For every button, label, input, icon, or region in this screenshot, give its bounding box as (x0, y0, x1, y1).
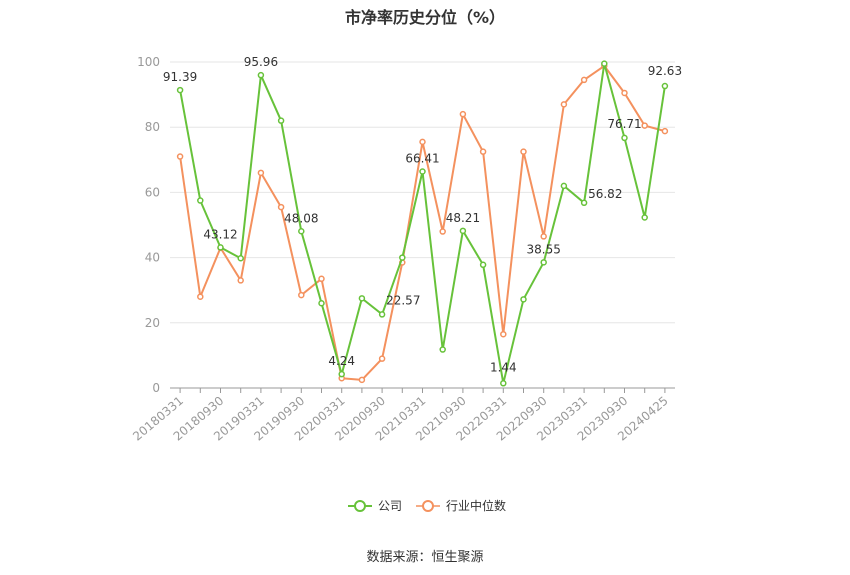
data-label: 48.21 (446, 211, 480, 225)
data-point (520, 296, 527, 303)
data-point (479, 148, 487, 155)
y-tick-label: 20 (145, 316, 160, 330)
data-label-layer: 91.39 43.12 95.96 48.08 4.24 22.57 66.41 48.21 1… (163, 55, 682, 374)
data-point (439, 228, 446, 235)
data-point (318, 275, 325, 283)
data-label: 22.57 (386, 293, 420, 307)
data-point (439, 346, 446, 353)
data-point (197, 197, 204, 204)
data-point (580, 199, 588, 207)
data-point (176, 153, 184, 160)
data-point (358, 376, 366, 384)
legend-label: 行业中位数 (446, 498, 506, 513)
data-point (621, 134, 628, 142)
data-label: 38.55 (527, 242, 561, 256)
legend-item-industry-median: 行业中位数 (416, 498, 506, 513)
series-layer (176, 60, 669, 387)
data-point (641, 122, 648, 129)
data-point (217, 244, 224, 251)
data-point (459, 227, 467, 235)
legend-swatch-marker (354, 500, 366, 512)
axis-layer: 0204060801002018033120180930201903312019… (130, 55, 675, 444)
data-point (419, 138, 426, 146)
data-point (237, 277, 244, 284)
series-line-industry-median (179, 64, 666, 381)
data-point (661, 127, 669, 135)
data-point (378, 311, 386, 318)
y-tick-label: 80 (145, 120, 160, 134)
data-point (580, 76, 588, 84)
legend-swatch-marker (422, 500, 434, 512)
data-point (358, 295, 366, 302)
data-point (298, 228, 305, 235)
data-label: 1.44 (490, 360, 517, 374)
y-tick-label: 0 (152, 381, 160, 395)
data-source-note: 数据来源：恒生聚源 (366, 550, 484, 565)
data-point (520, 148, 527, 155)
legend: 公司 行业中位数 (348, 498, 506, 513)
data-point (601, 60, 608, 67)
data-point (277, 117, 285, 124)
data-point (459, 110, 467, 118)
data-point (419, 168, 426, 175)
y-tick-label: 100 (137, 55, 160, 69)
data-label: 43.12 (203, 227, 237, 241)
data-point (197, 293, 204, 300)
data-label: 56.82 (588, 187, 622, 201)
data-point (500, 380, 507, 387)
data-label: 92.63 (648, 64, 682, 78)
data-point (661, 82, 669, 90)
data-point (479, 261, 487, 269)
data-point (540, 233, 547, 240)
data-point (621, 89, 628, 97)
data-point (257, 169, 265, 177)
data-point (176, 86, 184, 94)
data-label: 66.41 (405, 152, 439, 166)
data-point (500, 330, 507, 338)
data-point (540, 259, 547, 266)
data-point (277, 203, 285, 211)
data-label: 48.08 (284, 211, 318, 225)
grid-layer (170, 61, 675, 324)
data-point (338, 370, 345, 378)
data-point (318, 299, 325, 307)
chart-title: 市净率历史分位（%） (344, 8, 506, 27)
data-label: 76.71 (607, 117, 641, 131)
data-point (257, 71, 265, 79)
data-point (378, 355, 386, 362)
data-point (641, 214, 648, 221)
data-point (237, 255, 244, 262)
data-label: 95.96 (244, 55, 278, 69)
legend-label: 公司 (378, 499, 402, 513)
y-tick-label: 40 (145, 251, 160, 265)
data-label: 91.39 (163, 70, 197, 84)
y-tick-label: 60 (145, 185, 160, 199)
legend-item-company: 公司 (348, 499, 402, 513)
data-point (399, 254, 406, 261)
data-point (298, 291, 305, 299)
series-line-company (179, 62, 666, 385)
data-label: 4.24 (328, 354, 355, 368)
data-point (560, 101, 568, 108)
data-point (560, 182, 568, 190)
